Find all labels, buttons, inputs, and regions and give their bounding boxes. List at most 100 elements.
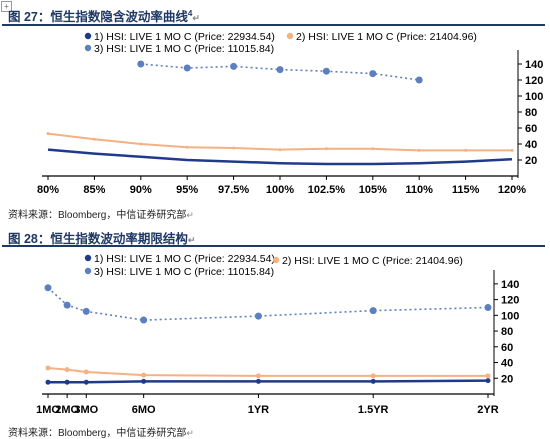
series-2-point: [83, 369, 89, 375]
series-3-point: [415, 76, 423, 84]
series-2-point: [232, 146, 236, 150]
series-2-point: [370, 373, 376, 379]
series-3-point: [63, 301, 71, 309]
implied-volatility-curve-chart: 20 40 60 80 100 120 140 80% 85% 90% 95% 97.5% 100% 10…: [37, 31, 543, 196]
series-3-point: [369, 70, 377, 78]
series-3-point: [254, 312, 262, 320]
legend-marker-1: [84, 254, 92, 262]
x-tick-label: 85%: [83, 184, 105, 196]
series-1-point: [83, 379, 89, 385]
figure-28-source-text: 资料来源：Bloomberg，中信证券研究部: [8, 428, 187, 439]
y-tick-label: 80: [501, 326, 513, 338]
x-tick-label: 1.5YR: [358, 404, 389, 416]
y-tick-label: 60: [525, 123, 537, 135]
series-2-point: [185, 145, 189, 149]
legend-entry-2: 2) HSI: LIVE 1 MO C (Price: 21404.96): [282, 255, 463, 267]
legend-marker-2: [286, 32, 294, 40]
x-tick-label: 1YR: [248, 404, 269, 416]
series-1-point: [255, 378, 261, 384]
legend-entry-1: 1) HSI: LIVE 1 MO C (Price: 22934.54): [94, 31, 275, 43]
legend-entry-3: 3) HSI: LIVE 1 MO C (Price: 11015.84): [94, 43, 274, 55]
series-2-line: [47, 132, 512, 152]
series-3-point: [484, 303, 492, 311]
figure-27-title: 图 27：恒生指数隐含波动率曲线4↵: [8, 6, 200, 25]
x-tick-label: 80%: [37, 184, 59, 196]
series-2-point: [92, 137, 96, 141]
paragraph-mark: ↵: [187, 235, 196, 245]
series-3-point: [230, 62, 238, 70]
x-tick-label: 102.5%: [308, 184, 346, 196]
series-2-point: [64, 367, 70, 373]
x-tick-label: 90%: [130, 184, 152, 196]
series-3-point: [140, 316, 148, 324]
series-2-point: [255, 373, 261, 379]
table-move-handle[interactable]: +: [1, 1, 12, 12]
figure-28-title-text: 图 28：恒生指数波动率期限结构: [8, 232, 188, 246]
y-tick-label: 140: [501, 279, 519, 291]
series-2-point: [510, 148, 514, 152]
y-tick-label: 40: [501, 358, 513, 370]
series-1-point: [45, 379, 51, 385]
legend-marker-3: [84, 267, 92, 275]
series-3-point: [322, 67, 330, 75]
legend-entry-2: 2) HSI: LIVE 1 MO C (Price: 21404.96): [296, 31, 477, 43]
series-1-point: [64, 379, 70, 385]
y-tick-label: 140: [525, 59, 543, 71]
y-tick-label: 80: [525, 107, 537, 119]
figure-28-source: 资料来源：Bloomberg，中信证券研究部↵: [8, 424, 194, 439]
figure-28-rule: [2, 245, 545, 247]
legend-marker-2: [272, 256, 280, 264]
figure-28-title: 图 28：恒生指数波动率期限结构↵: [8, 228, 195, 247]
x-tick-label: 105%: [359, 184, 387, 196]
x-tick-label: 6MO: [132, 404, 156, 416]
y-tick-label: 120: [525, 75, 543, 87]
series-2-point: [278, 148, 282, 152]
series-3-point: [276, 66, 284, 74]
series-2-point: [139, 142, 143, 146]
x-tick-label: 97.5%: [218, 184, 249, 196]
series-3-point: [369, 307, 377, 315]
legend-entry-3: 3) HSI: LIVE 1 MO C (Price: 11015.84): [94, 266, 274, 278]
series-2-point: [141, 372, 147, 378]
series-3-point: [137, 60, 145, 68]
series-2-point: [46, 132, 50, 136]
series-1-line: [47, 148, 513, 166]
paragraph-mark: ↵: [186, 210, 194, 220]
series-3-point: [82, 307, 90, 315]
series-3-point: [44, 284, 52, 292]
x-tick-label: 3MO: [74, 404, 98, 416]
paragraph-mark: ↵: [192, 13, 200, 23]
legend-marker-1: [84, 32, 92, 40]
x-tick-label: 100%: [266, 184, 294, 196]
series-1-point: [485, 378, 491, 384]
y-tick-label: 100: [501, 310, 519, 322]
series-3-line: [47, 287, 489, 321]
figure-27-source: 资料来源：Bloomberg，中信证券研究部↵: [8, 206, 194, 221]
series-1-point: [370, 378, 376, 384]
x-tick-label: 95%: [176, 184, 198, 196]
series-1-line: [48, 379, 489, 384]
y-tick-label: 120: [501, 295, 519, 307]
y-tick-label: 100: [525, 91, 543, 103]
x-tick-label: 110%: [405, 184, 433, 196]
x-tick-label: 2MO: [55, 404, 79, 416]
footnote-superscript: 4: [187, 8, 193, 18]
x-tick-label: 120%: [498, 184, 526, 196]
series-2-point: [45, 365, 51, 371]
series-3-point: [183, 64, 191, 72]
legend-entry-1: 1) HSI: LIVE 1 MO C (Price: 22934.54): [94, 253, 275, 265]
x-tick-label: 1MO: [36, 404, 60, 416]
legend-marker-3: [84, 44, 92, 52]
y-tick-label: 40: [525, 139, 537, 151]
series-2-point: [371, 147, 375, 151]
paragraph-mark: ↵: [186, 428, 194, 438]
x-tick-label: 115%: [452, 184, 480, 196]
series-2-point: [324, 147, 328, 151]
x-tick-label: 2YR: [477, 404, 498, 416]
series-2-point: [417, 148, 421, 152]
series-2-point: [485, 373, 491, 379]
series-1-point: [141, 378, 147, 384]
figure-27-source-text: 资料来源：Bloomberg，中信证券研究部: [8, 210, 187, 221]
y-tick-label: 20: [525, 155, 537, 167]
